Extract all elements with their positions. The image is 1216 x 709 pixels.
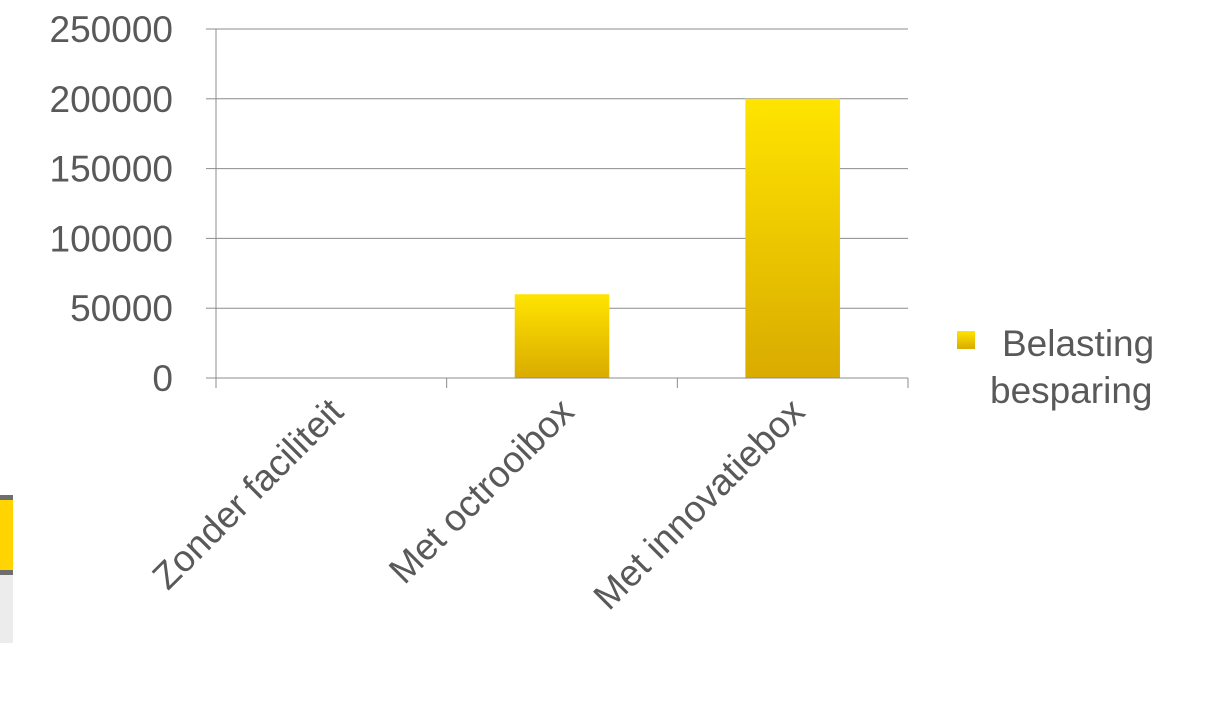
y-tick-label: 50000 bbox=[70, 288, 173, 329]
bar bbox=[745, 98, 840, 379]
decorative-gray-strip bbox=[0, 575, 13, 643]
decorative-yellow-strip bbox=[0, 495, 13, 575]
y-tick-label: 0 bbox=[152, 358, 173, 399]
x-tick-labels: Zonder faciliteit Met octrooibox Met innov… bbox=[145, 390, 813, 617]
y-tick-label: 200000 bbox=[50, 79, 173, 120]
legend-label-line-1: Belasting bbox=[1002, 323, 1154, 364]
y-tick-label: 250000 bbox=[50, 9, 173, 50]
legend: Belasting besparing bbox=[957, 323, 1154, 411]
axes bbox=[206, 28, 909, 388]
y-tick-label: 100000 bbox=[50, 218, 173, 259]
x-tick-label: Met octrooibox bbox=[381, 390, 582, 591]
legend-label-line-2: besparing bbox=[990, 370, 1153, 411]
legend-swatch bbox=[957, 331, 975, 349]
y-tick-label: 150000 bbox=[50, 149, 173, 190]
bars bbox=[514, 98, 840, 379]
x-tick-label: Met innovatiebox bbox=[586, 390, 813, 617]
y-tick-labels: 0 50000 100000 150000 200000 250000 bbox=[50, 9, 173, 399]
bar bbox=[514, 294, 610, 378]
x-tick-label: Zonder faciliteit bbox=[145, 390, 352, 597]
